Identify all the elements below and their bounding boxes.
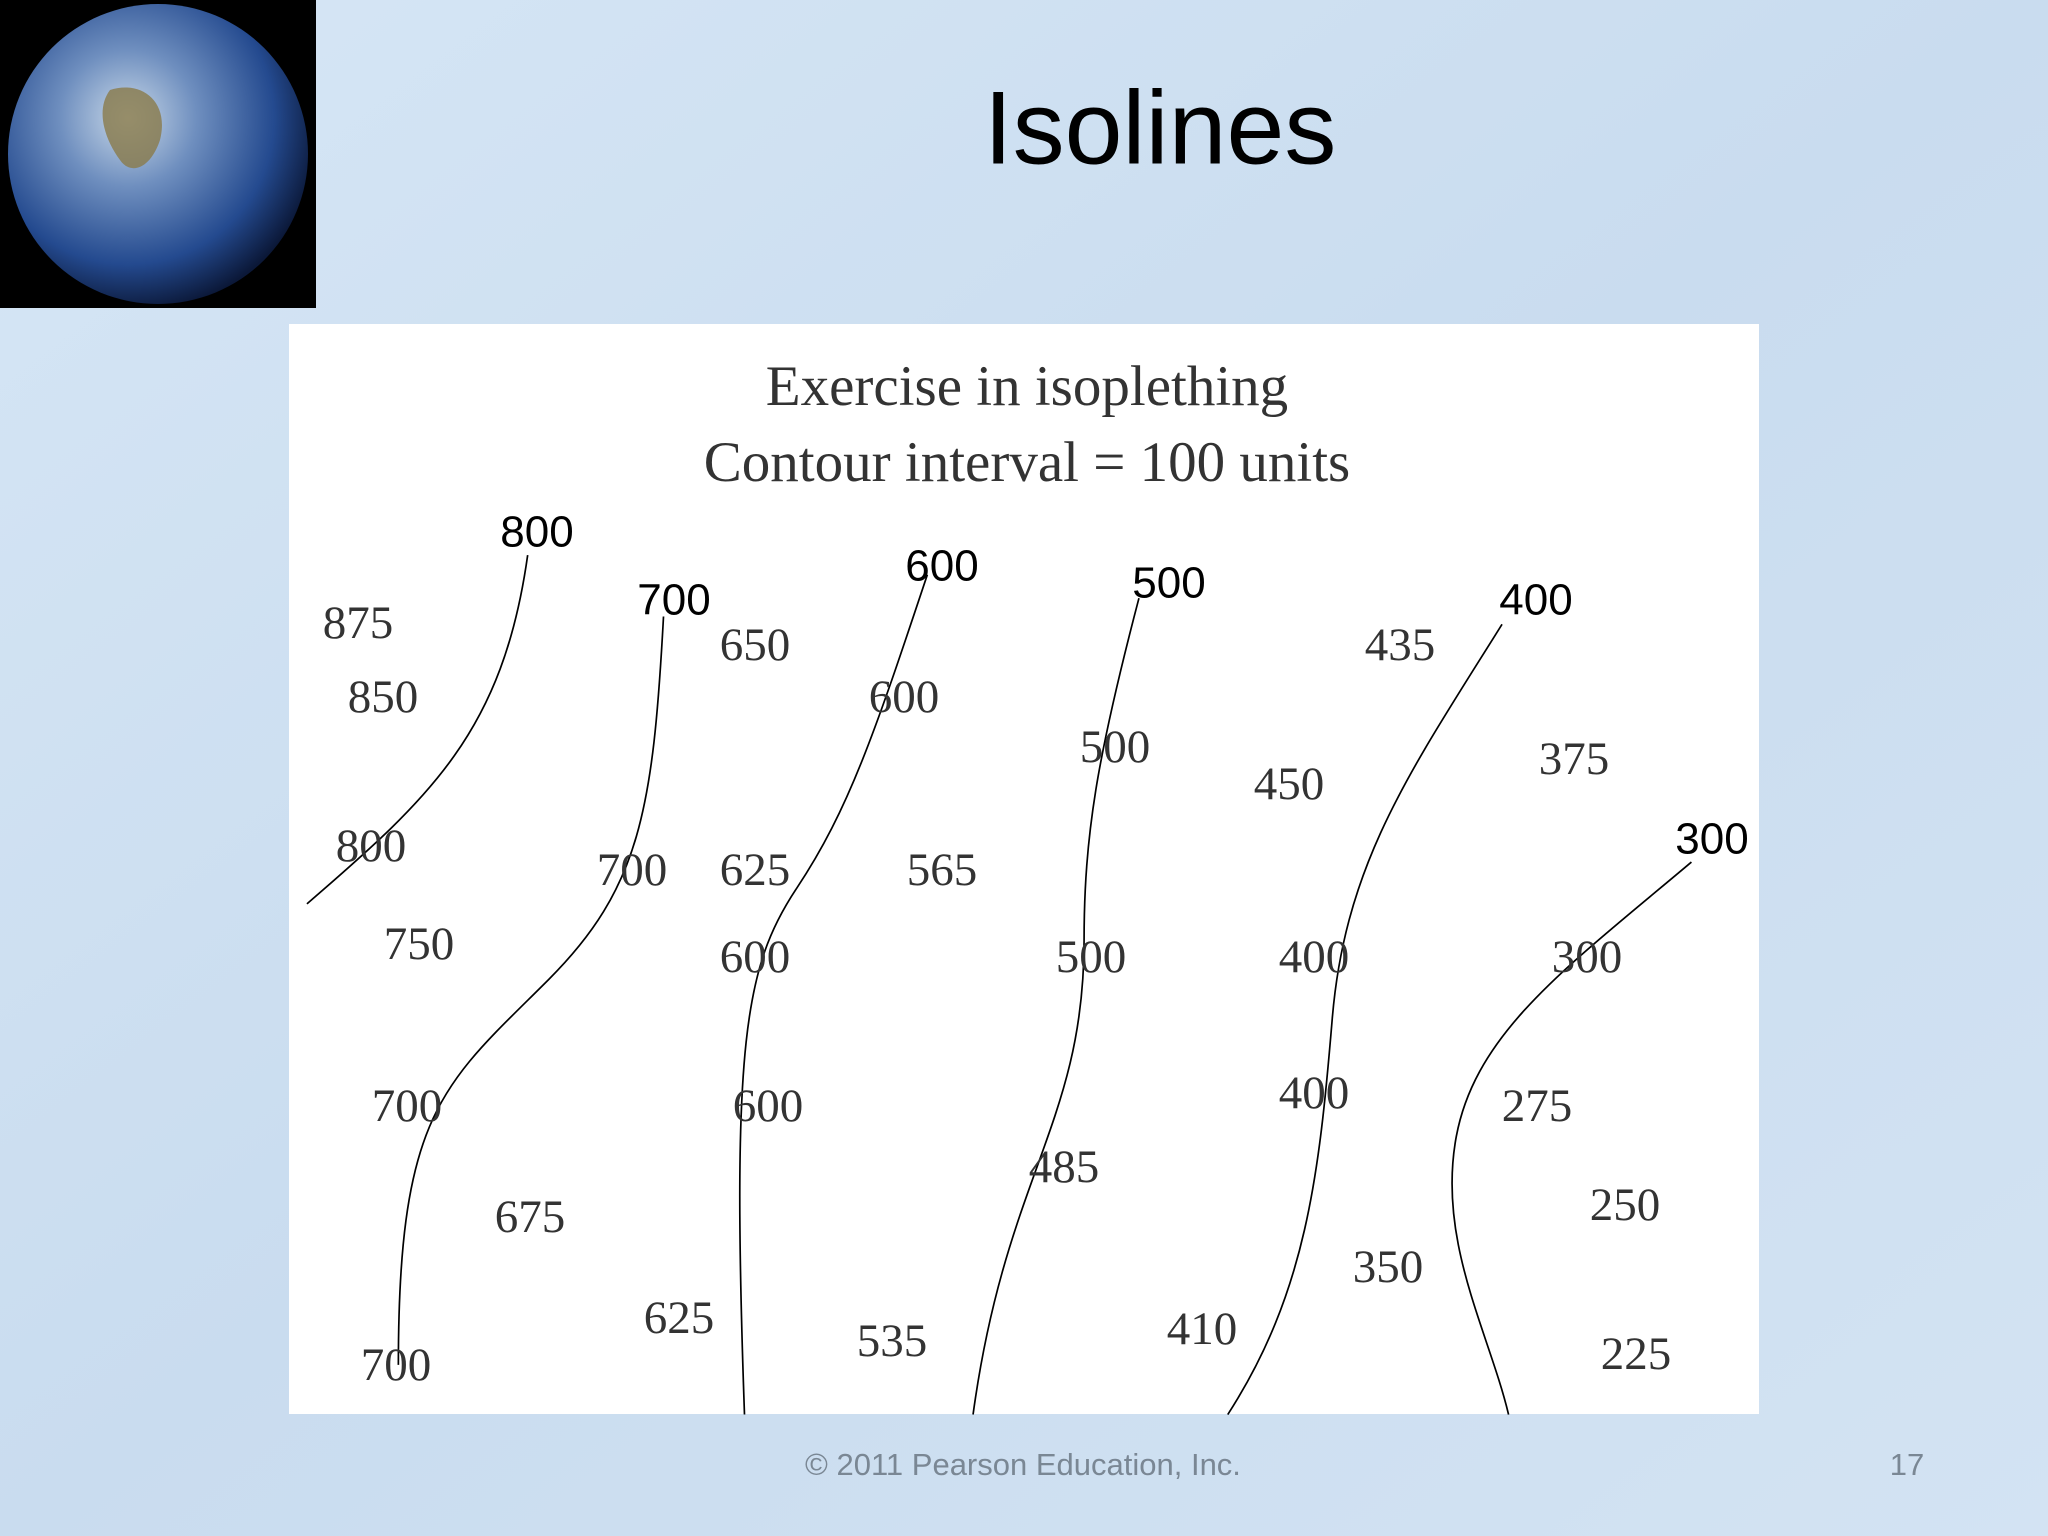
isoline [1451, 861, 1692, 1415]
figure-panel [289, 324, 1759, 1414]
isoline-label: 700 [637, 576, 710, 625]
point-value: 535 [857, 1315, 928, 1367]
copyright: © 2011 Pearson Education, Inc. [805, 1447, 1241, 1482]
isoline-label: 300 [1675, 815, 1748, 864]
page-number: 17 [1890, 1447, 1924, 1482]
point-value: 750 [384, 918, 455, 970]
isoline [1227, 623, 1503, 1415]
point-value: 485 [1029, 1141, 1100, 1193]
isoline [972, 597, 1140, 1415]
isoline-label: 500 [1132, 559, 1205, 608]
isoline [306, 554, 529, 905]
figure-subtitle: Contour interval = 100 units [704, 431, 1350, 494]
point-value: 400 [1279, 931, 1350, 983]
point-value: 625 [720, 844, 791, 896]
earth-land [102, 87, 162, 169]
point-value: 410 [1167, 1303, 1238, 1355]
figure-title: Exercise in isoplething [766, 355, 1288, 418]
point-value: 500 [1056, 931, 1127, 983]
point-value: 565 [907, 844, 978, 896]
point-value: 625 [644, 1292, 715, 1344]
isoline-label: 800 [500, 508, 573, 557]
isoline [397, 616, 665, 1365]
point-value: 300 [1552, 931, 1623, 983]
point-value: 250 [1590, 1179, 1661, 1231]
point-value: 600 [869, 671, 940, 723]
slide-title: Isolines [984, 70, 1337, 186]
point-value: 275 [1502, 1080, 1573, 1132]
isoline-label: 400 [1499, 576, 1572, 625]
isoline [738, 574, 929, 1415]
isoline-label: 600 [905, 542, 978, 591]
isoline-labels: 800 700 600 500 400 300 [500, 508, 1748, 864]
point-value: 700 [597, 844, 668, 896]
point-value: 225 [1601, 1328, 1672, 1380]
point-value: 650 [720, 619, 791, 671]
point-value: 875 [323, 597, 394, 649]
point-value: 700 [372, 1080, 443, 1132]
point-value: 350 [1353, 1241, 1424, 1293]
point-value: 400 [1279, 1067, 1350, 1119]
point-values: 875 850 800 750 700 675 700 700 650 625 … [323, 597, 1672, 1391]
point-value: 600 [733, 1080, 804, 1132]
point-value: 600 [720, 931, 791, 983]
point-value: 435 [1365, 619, 1436, 671]
isolines [306, 554, 1692, 1415]
point-value: 375 [1539, 733, 1610, 785]
point-value: 450 [1254, 758, 1325, 810]
point-value: 700 [361, 1339, 432, 1391]
point-value: 675 [495, 1191, 566, 1243]
point-value: 800 [336, 820, 407, 872]
earth-globe [8, 4, 308, 304]
point-value: 850 [348, 671, 419, 723]
point-value: 500 [1080, 721, 1151, 773]
